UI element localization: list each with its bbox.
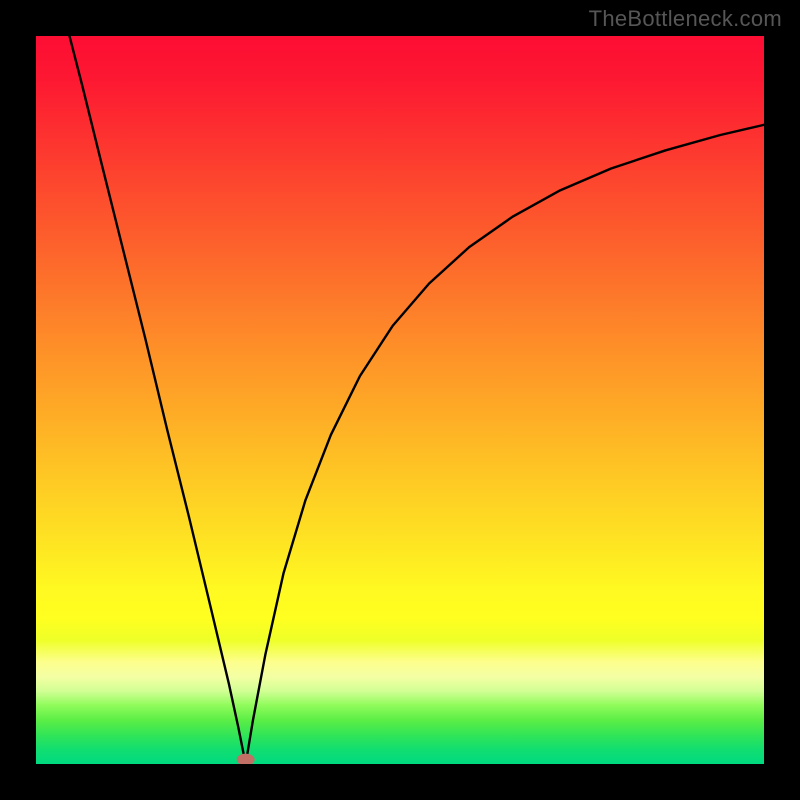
watermark-text: TheBottleneck.com (589, 6, 782, 32)
plot-background (36, 36, 764, 764)
chart-frame: TheBottleneck.com (0, 0, 800, 800)
bottleneck-chart (36, 36, 764, 764)
